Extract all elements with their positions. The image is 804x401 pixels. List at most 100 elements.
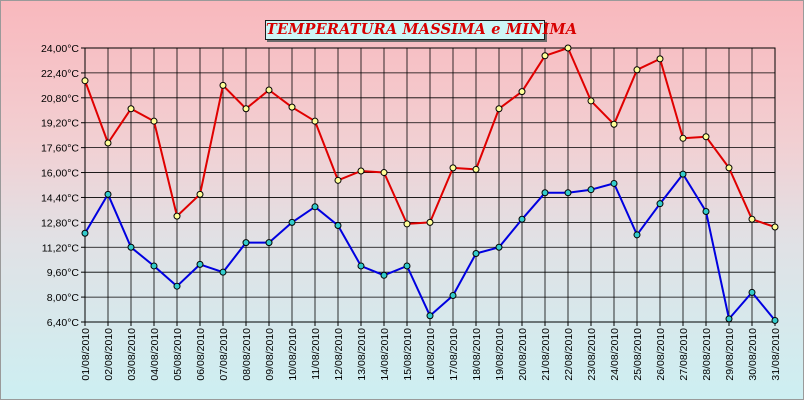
data-point [127, 105, 135, 113]
x-tick-label: 16/08/2010 [425, 328, 437, 381]
y-tick-label: 22,40°C [41, 68, 79, 80]
data-point [334, 221, 342, 229]
x-tick-label: 08/08/2010 [241, 328, 253, 381]
data-point [541, 52, 549, 60]
data-point [610, 179, 618, 187]
data-point [380, 271, 388, 279]
x-tick-label: 18/08/2010 [471, 328, 483, 381]
x-tick-label: 05/08/2010 [172, 328, 184, 381]
data-point [702, 207, 710, 215]
data-point [679, 170, 687, 178]
x-tick-label: 24/08/2010 [609, 328, 621, 381]
data-point [426, 312, 434, 320]
y-tick-label: 14,40°C [41, 192, 79, 204]
x-tick-label: 30/08/2010 [747, 328, 759, 381]
data-point [495, 243, 503, 251]
data-point [288, 103, 296, 111]
x-tick-label: 31/08/2010 [770, 328, 782, 381]
data-point [357, 262, 365, 270]
data-point [541, 189, 549, 197]
data-point [219, 268, 227, 276]
data-point [104, 190, 112, 198]
data-point [495, 105, 503, 113]
x-tick-label: 07/08/2010 [218, 328, 230, 381]
data-point [173, 212, 181, 220]
data-point [150, 262, 158, 270]
data-point [403, 220, 411, 228]
x-tick-label: 20/08/2010 [517, 328, 529, 381]
x-tick-label: 13/08/2010 [356, 328, 368, 381]
y-tick-label: 16,00°C [41, 168, 79, 180]
data-point [748, 288, 756, 296]
data-point [242, 239, 250, 247]
data-point [426, 218, 434, 226]
data-point [771, 316, 779, 324]
x-tick-label: 28/08/2010 [701, 328, 713, 381]
data-point [81, 229, 89, 237]
data-point [748, 215, 756, 223]
data-point [81, 77, 89, 85]
x-tick-label: 01/08/2010 [80, 328, 92, 381]
y-tick-label: 6,40°C [47, 317, 80, 329]
data-point [127, 243, 135, 251]
y-tick-label: 20,80°C [41, 93, 79, 105]
data-point [518, 88, 526, 96]
x-tick-label: 29/08/2010 [724, 328, 736, 381]
y-tick-label: 24,00°C [41, 43, 79, 55]
data-point [380, 169, 388, 177]
x-tick-label: 27/08/2010 [678, 328, 690, 381]
y-tick-label: 8,00°C [47, 292, 80, 304]
x-tick-label: 26/08/2010 [655, 328, 667, 381]
data-point [725, 164, 733, 172]
data-point [196, 190, 204, 198]
data-point [656, 200, 664, 208]
data-point [104, 139, 112, 147]
y-axis: 24,00°C 22,40°C 20,80°C 19,20°C 17,60°C 16,00… [41, 43, 85, 329]
data-point [265, 86, 273, 94]
grid-lines [85, 48, 775, 322]
data-point [334, 176, 342, 184]
data-point [725, 315, 733, 323]
data-point [587, 186, 595, 194]
data-point [472, 250, 480, 257]
x-tick-label: 06/08/2010 [195, 328, 207, 381]
data-point [564, 189, 572, 197]
data-point [219, 81, 227, 89]
x-tick-label: 17/08/2010 [448, 328, 460, 381]
chart-title: TEMPERATURA MASSIMA e MINIMA [265, 20, 578, 40]
y-tick-label: 19,20°C [41, 118, 79, 130]
x-tick-label: 25/08/2010 [632, 328, 644, 381]
data-point [288, 218, 296, 226]
x-tick-label: 14/08/2010 [379, 328, 391, 381]
x-tick-label: 03/08/2010 [126, 328, 138, 381]
data-point [449, 292, 457, 300]
data-point [702, 133, 710, 141]
data-point [311, 117, 319, 125]
data-point [679, 134, 687, 142]
data-point [265, 239, 273, 247]
y-tick-label: 11,20°C [42, 242, 80, 254]
data-point [472, 165, 480, 173]
x-tick-label: 12/08/2010 [333, 328, 345, 381]
data-point [771, 223, 779, 231]
data-point [518, 215, 526, 223]
data-point [449, 164, 457, 172]
x-tick-label: 10/08/2010 [287, 328, 299, 381]
x-tick-label: 15/08/2010 [402, 328, 414, 381]
data-point [610, 120, 618, 128]
data-point [150, 117, 158, 125]
data-point [656, 55, 664, 63]
x-tick-label: 22/08/2010 [563, 328, 575, 381]
x-tick-label: 21/08/2010 [540, 328, 552, 381]
data-point [587, 97, 595, 105]
x-tick-label: 09/08/2010 [264, 328, 276, 381]
data-point [173, 282, 181, 290]
data-point [357, 167, 365, 175]
data-point [311, 203, 319, 211]
data-point [564, 44, 572, 52]
data-point [196, 260, 204, 268]
y-tick-label: 17,60°C [41, 143, 79, 155]
data-point [242, 105, 250, 113]
